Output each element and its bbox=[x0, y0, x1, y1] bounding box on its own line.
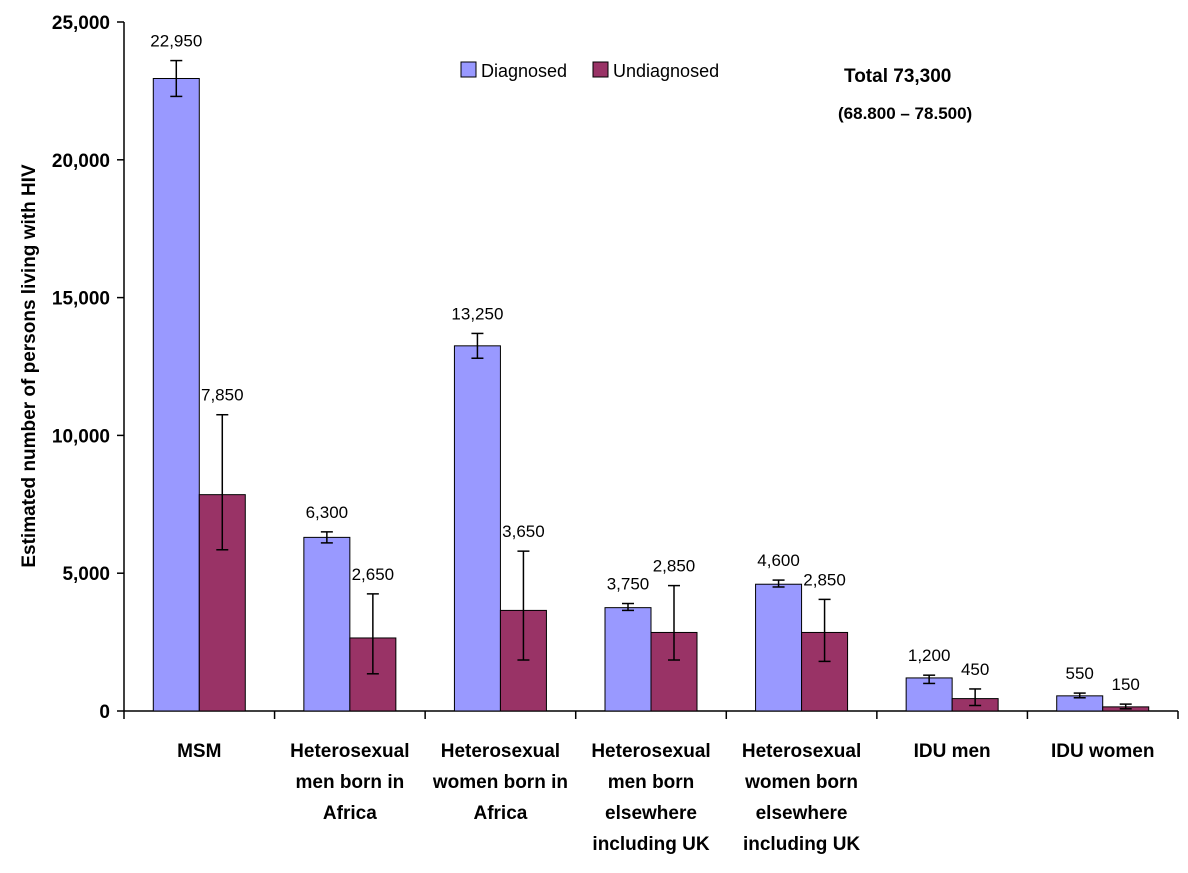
data-label-undiagnosed: 2,650 bbox=[352, 565, 395, 584]
category-label: IDU men bbox=[914, 741, 991, 762]
bar-diagnosed bbox=[755, 583, 803, 712]
bar-diagnosed bbox=[152, 77, 200, 712]
data-label-diagnosed: 13,250 bbox=[451, 304, 503, 323]
error-bar-diagnosed bbox=[1073, 692, 1086, 699]
data-label-diagnosed: 6,300 bbox=[306, 503, 349, 522]
data-label-diagnosed: 550 bbox=[1066, 664, 1094, 683]
error-bar-undiagnosed bbox=[969, 688, 982, 707]
legend: Diagnosed Undiagnosed bbox=[460, 61, 719, 81]
error-bar-undiagnosed bbox=[668, 584, 680, 661]
error-bar-diagnosed bbox=[772, 579, 785, 588]
error-bar-diagnosed bbox=[170, 59, 183, 98]
error-bar-undiagnosed bbox=[366, 593, 379, 675]
data-labels: 22,9507,8506,3002,65013,2503,6503,7502,8… bbox=[150, 32, 1140, 695]
legend-label-diagnosed: Diagnosed bbox=[481, 61, 567, 81]
error-bar-undiagnosed bbox=[517, 550, 530, 661]
y-tick-label: 20,000 bbox=[52, 151, 110, 172]
bar-diagnosed bbox=[453, 345, 501, 712]
y-tick-label: 10,000 bbox=[52, 426, 110, 447]
bars bbox=[152, 77, 1150, 712]
data-label-undiagnosed: 2,850 bbox=[803, 570, 846, 589]
data-label-diagnosed: 4,600 bbox=[757, 551, 800, 570]
legend-swatch-undiagnosed bbox=[592, 61, 609, 78]
y-tick-label: 5,000 bbox=[62, 564, 110, 585]
error-bar-diagnosed bbox=[622, 602, 634, 612]
error-bars bbox=[170, 59, 1132, 710]
x-ticks bbox=[123, 711, 1179, 719]
category-label: Heterosexual women born elsewhere including… bbox=[742, 741, 861, 855]
category-label: IDU women bbox=[1051, 741, 1154, 762]
y-tick-label: 25,000 bbox=[52, 13, 110, 34]
legend-swatch-diagnosed bbox=[460, 61, 477, 78]
legend-label-undiagnosed: Undiagnosed bbox=[613, 61, 719, 81]
bar-diagnosed bbox=[303, 536, 351, 712]
category-labels: MSM Heterosexual men born in Africa Heterose… bbox=[177, 741, 1154, 855]
y-axis-title: Estimated number of persons living with … bbox=[19, 164, 40, 568]
total-range-annotation: (68.800 – 78.500) bbox=[838, 104, 972, 123]
data-label-undiagnosed: 450 bbox=[961, 660, 989, 679]
error-bar-undiagnosed bbox=[1119, 703, 1132, 710]
y-tick-label: 0 bbox=[99, 702, 110, 723]
error-bar-diagnosed bbox=[320, 531, 333, 544]
data-label-undiagnosed: 2,850 bbox=[653, 557, 696, 576]
data-label-diagnosed: 22,950 bbox=[150, 32, 202, 51]
data-label-diagnosed: 1,200 bbox=[908, 646, 951, 665]
y-tick-label: 15,000 bbox=[52, 289, 110, 310]
error-bar-undiagnosed bbox=[818, 598, 831, 663]
category-label: MSM bbox=[177, 741, 221, 762]
error-bar-diagnosed bbox=[923, 674, 936, 685]
category-label: Heterosexual men born in Africa bbox=[290, 741, 409, 824]
bar-undiagnosed bbox=[198, 494, 246, 712]
category-label: Heterosexual women born in Africa bbox=[432, 741, 568, 824]
total-annotation: Total 73,300 bbox=[844, 66, 951, 87]
data-label-undiagnosed: 3,650 bbox=[502, 522, 545, 541]
y-ticks: 0 5,000 10,000 15,000 20,000 25,000 bbox=[52, 13, 124, 723]
data-label-diagnosed: 3,750 bbox=[607, 575, 650, 594]
category-label: Heterosexual men born elsewhere including U… bbox=[591, 741, 710, 855]
bar-diagnosed bbox=[604, 607, 652, 712]
error-bar-diagnosed bbox=[471, 332, 484, 359]
data-label-undiagnosed: 7,850 bbox=[201, 386, 244, 405]
error-bar-undiagnosed bbox=[216, 413, 229, 551]
data-label-undiagnosed: 150 bbox=[1112, 675, 1140, 694]
